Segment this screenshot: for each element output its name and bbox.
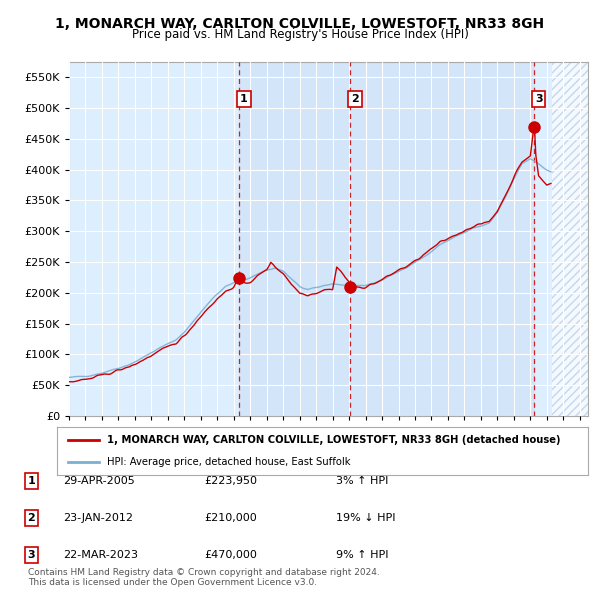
Text: 1: 1: [240, 94, 248, 104]
Text: 2: 2: [351, 94, 359, 104]
Text: 3: 3: [28, 550, 35, 560]
Text: 2: 2: [28, 513, 35, 523]
Text: 1: 1: [28, 476, 35, 486]
Text: 29-APR-2005: 29-APR-2005: [63, 476, 135, 486]
Text: £210,000: £210,000: [204, 513, 257, 523]
Text: Contains HM Land Registry data © Crown copyright and database right 2024.
This d: Contains HM Land Registry data © Crown c…: [28, 568, 380, 587]
Text: HPI: Average price, detached house, East Suffolk: HPI: Average price, detached house, East…: [107, 457, 351, 467]
Text: 23-JAN-2012: 23-JAN-2012: [63, 513, 133, 523]
Bar: [239, 62, 534, 416]
Bar: [552, 62, 588, 416]
Text: 19% ↓ HPI: 19% ↓ HPI: [336, 513, 395, 523]
Text: 1, MONARCH WAY, CARLTON COLVILLE, LOWESTOFT, NR33 8GH: 1, MONARCH WAY, CARLTON COLVILLE, LOWEST…: [55, 17, 545, 31]
Text: 3: 3: [535, 94, 543, 104]
Text: 9% ↑ HPI: 9% ↑ HPI: [336, 550, 389, 560]
Text: 1, MONARCH WAY, CARLTON COLVILLE, LOWESTOFT, NR33 8GH (detached house): 1, MONARCH WAY, CARLTON COLVILLE, LOWEST…: [107, 435, 561, 445]
Text: 3% ↑ HPI: 3% ↑ HPI: [336, 476, 388, 486]
Text: £470,000: £470,000: [204, 550, 257, 560]
Text: Price paid vs. HM Land Registry's House Price Index (HPI): Price paid vs. HM Land Registry's House …: [131, 28, 469, 41]
Text: 22-MAR-2023: 22-MAR-2023: [63, 550, 138, 560]
Text: £223,950: £223,950: [204, 476, 257, 486]
